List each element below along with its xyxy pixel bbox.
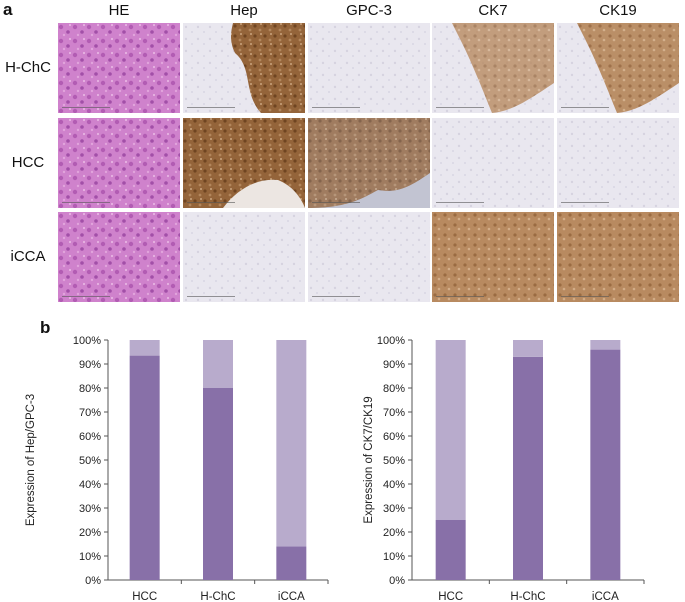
x-tick-label: H-ChC — [510, 591, 545, 602]
row-header: iCCA — [10, 248, 46, 265]
micrograph-tile — [557, 23, 679, 113]
bar-segment-remainder — [203, 340, 233, 388]
x-tick-label: H-ChC — [200, 591, 235, 602]
y-tick-label: 20% — [79, 527, 101, 539]
y-tick-label: 0% — [85, 575, 101, 587]
micrograph-tile — [308, 23, 430, 113]
y-tick-label: 40% — [79, 479, 101, 491]
y-axis-label: Expression of CK7/CK19 — [363, 396, 375, 523]
scale-bar — [312, 107, 360, 108]
y-tick-label: 80% — [79, 383, 101, 395]
scale-bar — [436, 202, 484, 203]
y-tick-label: 90% — [383, 359, 405, 371]
column-header: Hep — [230, 2, 258, 19]
micrograph-tile — [557, 118, 679, 208]
scale-bar — [187, 107, 235, 108]
y-tick-label: 70% — [383, 407, 405, 419]
micrograph-tile — [308, 212, 430, 302]
micrograph-tile — [58, 212, 180, 302]
panel-b-label: b — [40, 318, 51, 337]
chart-hep-gpc3: 0% 10% 20% 30% 40% 50% 60% 70% 80% 90% 100% Express… — [25, 335, 329, 602]
micrograph-tile — [557, 212, 679, 302]
micrograph-tile — [432, 212, 554, 302]
bar-segment-positive — [590, 349, 621, 580]
row-header: H-ChC — [5, 59, 51, 76]
panel-a-label: a — [3, 0, 13, 19]
y-tick-label: 20% — [383, 527, 405, 539]
y-tick-label: 10% — [383, 551, 405, 563]
y-tick-label: 50% — [79, 455, 101, 467]
micrograph-tile — [183, 118, 305, 208]
column-header: HE — [108, 2, 130, 19]
bar-segment-remainder — [129, 340, 160, 356]
micrograph-tile — [58, 23, 180, 113]
bar-segment-remainder — [590, 340, 621, 350]
micrograph-tile — [183, 212, 305, 302]
y-tick-label: 10% — [79, 551, 101, 563]
scale-bar — [62, 202, 110, 203]
bar-segment-positive — [513, 356, 543, 580]
column-header: CK7 — [478, 2, 508, 19]
micrograph-tile — [308, 118, 430, 208]
x-tick-label: iCCA — [278, 591, 305, 602]
bar-segment-remainder — [513, 340, 543, 357]
scale-bar — [312, 296, 360, 297]
row-header: HCC — [11, 154, 45, 171]
y-tick-label: 30% — [383, 503, 405, 515]
y-tick-label: 80% — [383, 383, 405, 395]
column-header: CK19 — [599, 2, 637, 19]
scale-bar — [187, 296, 235, 297]
scale-bar — [436, 107, 484, 108]
micrograph-tile — [432, 118, 554, 208]
scale-bar — [561, 202, 609, 203]
y-tick-label: 50% — [383, 455, 405, 467]
bar-segment-remainder — [435, 340, 466, 520]
scale-bar — [62, 296, 110, 297]
x-tick-label: HCC — [438, 591, 463, 602]
bar-segment-remainder — [276, 340, 307, 547]
chart-ck7-ck19: 0% 10% 20% 30% 40% 50% 60% 70% 80% 90% 100% Express… — [363, 335, 645, 602]
scale-bar — [436, 296, 484, 297]
micrograph-tile — [183, 23, 305, 113]
y-tick-label: 100% — [73, 335, 101, 347]
y-tick-label: 70% — [79, 407, 101, 419]
column-header: GPC-3 — [346, 2, 392, 19]
x-tick-label: HCC — [132, 591, 157, 602]
scale-bar — [561, 107, 609, 108]
bar-segment-positive — [129, 355, 160, 580]
scale-bar — [62, 107, 110, 108]
scale-bar — [561, 296, 609, 297]
scale-bar — [312, 202, 360, 203]
y-tick-label: 60% — [383, 431, 405, 443]
micrograph-tile — [58, 118, 180, 208]
y-tick-label: 100% — [377, 335, 405, 347]
y-tick-label: 60% — [79, 431, 101, 443]
y-tick-label: 40% — [383, 479, 405, 491]
micrograph-tile — [432, 23, 554, 113]
scale-bar — [187, 202, 235, 203]
y-axis-label: Expression of Hep/GPC-3 — [25, 394, 37, 526]
y-tick-label: 0% — [389, 575, 405, 587]
y-tick-label: 30% — [79, 503, 101, 515]
y-tick-label: 90% — [79, 359, 101, 371]
x-tick-label: iCCA — [592, 591, 619, 602]
bar-segment-positive — [276, 546, 307, 580]
bar-segment-positive — [435, 520, 466, 580]
bar-segment-positive — [203, 388, 233, 580]
